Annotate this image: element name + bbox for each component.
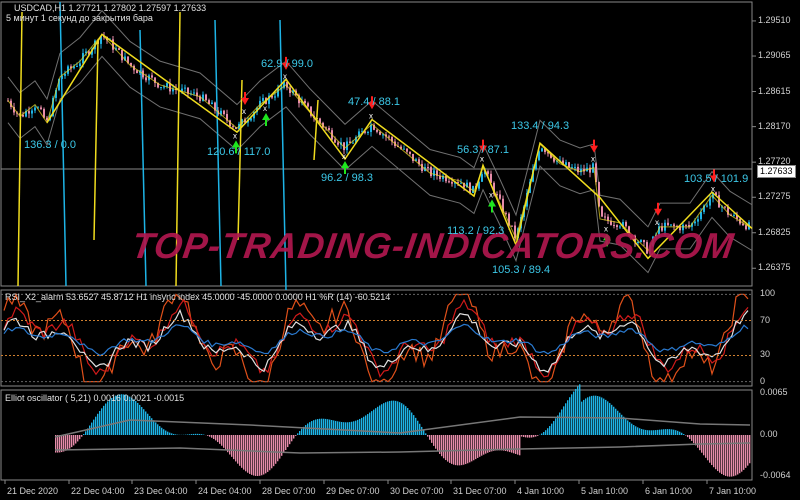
svg-text:x: x: [233, 131, 237, 140]
axis-label: 1.27720: [758, 156, 791, 167]
axis-label: -0.0064: [760, 470, 791, 481]
axis-label: 4 Jan 10:00: [517, 486, 565, 496]
axis-label: 31 Dec 07:00: [453, 486, 507, 496]
axis-label: 30: [760, 349, 771, 360]
axis-label: 28 Dec 07:00: [262, 486, 316, 496]
watermark: TOP-TRADING-INDICATORS.COM: [129, 225, 737, 266]
axis-label: 1.26375: [758, 262, 791, 273]
svg-text:x: x: [604, 224, 608, 233]
zigzag-line: [7, 1, 753, 291]
rsi-legend: RSI_X2_alarm 53.6527 45.8712 H1 insync i…: [5, 292, 391, 302]
wave-annotation: 62.9 / 99.0: [261, 58, 313, 70]
symbol-legend: USDCAD,H1 1.27721 1.27802 1.27597 1.2763…: [14, 3, 207, 13]
axis-label: 1.29065: [758, 50, 791, 61]
axis-label: 1.28615: [758, 85, 791, 96]
axis-label: 100: [760, 288, 776, 299]
axis-label: 0: [760, 375, 766, 386]
signal-arrows: x x x x x x x x x x x x: [232, 56, 718, 247]
axis-label: 30 Dec 07:00: [390, 486, 444, 496]
wave-annotation: 105.3 / 89.4: [492, 264, 551, 276]
main-envelope: [7, 9, 753, 274]
svg-text:x: x: [711, 184, 715, 193]
svg-text:x: x: [480, 155, 484, 164]
svg-text:x: x: [591, 155, 595, 164]
axis-label: 5 Jan 10:00: [581, 486, 629, 496]
axis-ticks: [1, 20, 756, 484]
svg-text:x: x: [655, 218, 659, 227]
axis-label: 1.28170: [758, 120, 791, 131]
elliot-histogram: [54, 384, 751, 477]
wave-annotation: 133.4 / 94.3: [511, 120, 570, 132]
axis-label: 21 Dec 2020: [7, 486, 59, 496]
axis-label: 1.27275: [758, 191, 791, 202]
svg-text:x: x: [263, 104, 267, 113]
wave-annotation: 103.5 / 101.9: [684, 173, 749, 185]
axis-label: 70: [760, 314, 771, 325]
wave-annotation: 96.2 / 98.3: [321, 172, 373, 184]
wave-annotation: 113.2 / 92.3: [447, 225, 505, 237]
countdown-legend: 5 минут 1 секунд до закрытия бара: [6, 13, 153, 23]
axis-label: 0.0065: [760, 387, 788, 398]
axis-label: 6 Jan 10:00: [645, 486, 693, 496]
price-candles[interactable]: [7, 31, 750, 256]
axis-label: 29 Dec 07:00: [326, 486, 380, 496]
wave-annotation: 120.6 / 117.0: [207, 146, 271, 158]
wave-annotation: 47.4 / 88.1: [348, 96, 400, 108]
svg-text:x: x: [283, 72, 287, 81]
axis-label: 22 Dec 04:00: [71, 486, 125, 496]
current-price-label: 1.27633: [757, 165, 796, 178]
elliot-legend: Elliot oscillator ( 5,21) 0.0016 0.0021 …: [5, 393, 185, 403]
axis-label: 24 Dec 04:00: [198, 486, 252, 496]
axis-label: 7 Jan 10:00: [709, 486, 757, 496]
axis-label: 0.00: [760, 429, 778, 439]
svg-text:x: x: [369, 111, 373, 120]
rsi-lines: [3, 292, 749, 384]
axis-label: 1.29510: [758, 14, 791, 25]
svg-text:x: x: [489, 190, 493, 199]
axis-label: 1.26825: [758, 226, 791, 237]
svg-text:x: x: [242, 107, 246, 116]
axis-label: 23 Dec 04:00: [134, 486, 188, 496]
wave-annotation: 56.3 / 87.1: [457, 144, 509, 156]
pane-frames: [0, 1, 753, 481]
wave-annotation: 136.3 / 0.0: [24, 139, 76, 151]
svg-text:x: x: [342, 152, 346, 161]
